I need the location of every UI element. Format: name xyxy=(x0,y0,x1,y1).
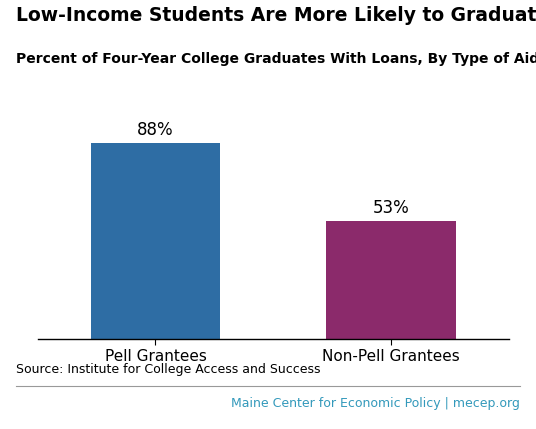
Text: 53%: 53% xyxy=(373,199,410,218)
Text: 88%: 88% xyxy=(137,121,174,139)
Text: Percent of Four-Year College Graduates With Loans, By Type of Aid Received: Percent of Four-Year College Graduates W… xyxy=(16,52,536,66)
Text: Maine Center for Economic Policy | mecep.org: Maine Center for Economic Policy | mecep… xyxy=(231,397,520,410)
Text: Low-Income Students Are More Likely to Graduate with Debt: Low-Income Students Are More Likely to G… xyxy=(16,6,536,25)
Text: Source: Institute for College Access and Success: Source: Institute for College Access and… xyxy=(16,363,321,375)
Bar xyxy=(326,221,456,339)
Bar xyxy=(91,142,220,339)
